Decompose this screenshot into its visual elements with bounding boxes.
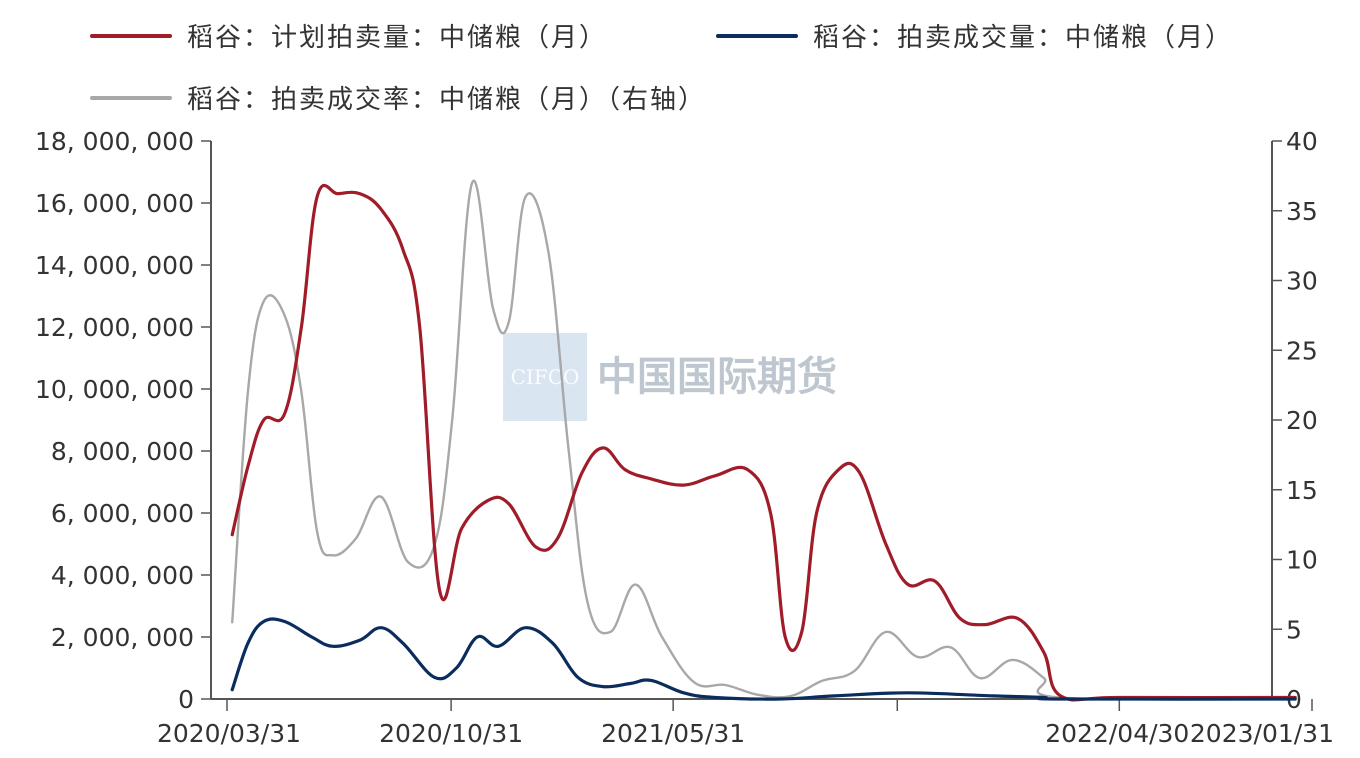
y-left-tick-label: 16, 000, 000 — [35, 189, 194, 218]
x-tick-label: 2020/10/31 — [379, 719, 523, 748]
y-left-tick-label: 4, 000, 000 — [51, 561, 194, 590]
legend-label-deal-volume: 稻谷：拍卖成交量：中储粮（月） — [813, 23, 1233, 53]
series-line-planned — [230, 183, 1297, 702]
y-right-tick-label: 15 — [1286, 476, 1318, 505]
series-line-deal-volume — [230, 617, 1297, 701]
watermark-text: 中国国际期货 — [597, 354, 837, 400]
y-right-tick-label: 30 — [1286, 267, 1318, 296]
x-tick-label: 2022/04/30 — [1045, 719, 1189, 748]
y-right-tick-label: 25 — [1286, 336, 1318, 365]
watermark-logo-text: CIFCO — [511, 365, 580, 389]
y-left-tick-label: 0 — [178, 685, 194, 714]
y-left-tick-label: 12, 000, 000 — [35, 313, 194, 342]
y-right-tick-label: 10 — [1286, 546, 1318, 575]
y-left-tick-label: 14, 000, 000 — [35, 251, 194, 280]
legend-label-planned: 稻谷：计划拍卖量：中储粮（月） — [187, 23, 607, 53]
x-tick-label: 2023/01/31 — [1190, 719, 1334, 748]
series-line-deal-rate — [231, 179, 1297, 701]
y-left-tick-label: 6, 000, 000 — [51, 499, 194, 528]
y-left-tick-label: 2, 000, 000 — [51, 623, 194, 652]
y-right-tick-label: 35 — [1286, 197, 1318, 226]
x-tick-label: 2021/05/31 — [601, 719, 745, 748]
watermark: CIFCO 中国国际期货 — [503, 333, 837, 421]
legend-label-deal-rate: 稻谷：拍卖成交率：中储粮（月）（右轴） — [187, 85, 706, 115]
watermark-logo-box — [503, 333, 587, 421]
y-left-tick-label: 8, 000, 000 — [51, 437, 194, 466]
y-right-tick-label: 5 — [1286, 615, 1302, 644]
legend: 稻谷：计划拍卖量：中储粮（月） 稻谷：拍卖成交量：中储粮（月） 稻谷：拍卖成交率：中… — [90, 23, 1233, 115]
x-tick-label: 2020/03/31 — [157, 719, 301, 748]
y-right-tick-label: 20 — [1286, 406, 1318, 435]
y-right-tick-label: 40 — [1286, 127, 1318, 156]
y-left-tick-label: 18, 000, 000 — [35, 127, 194, 156]
y-left-tick-label: 10, 000, 000 — [35, 375, 194, 404]
axes: 0 2, 000, 000 4, 000, 000 6, 000, 000 8, 000… — [35, 127, 1334, 748]
series-layer — [230, 179, 1297, 702]
